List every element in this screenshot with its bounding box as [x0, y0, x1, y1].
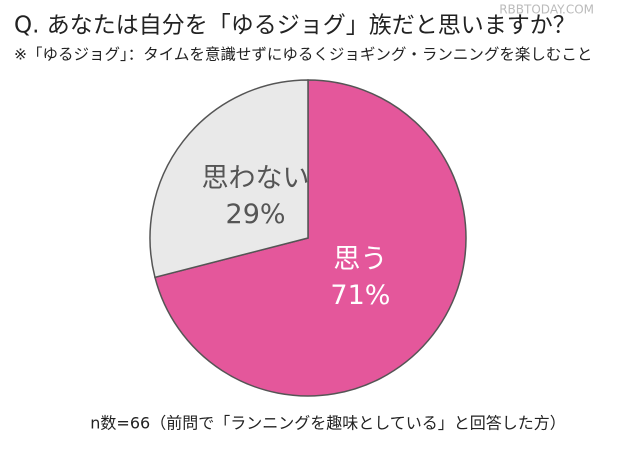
value-label: 71%: [330, 280, 390, 311]
chart-note: n数=66（前問で「ランニングを趣味としている」と回答した方）: [90, 414, 565, 433]
slice-label: 思わない: [202, 163, 310, 194]
chart-title: Q. あなたは自分を「ゆるジョグ」族だと思いますか？: [14, 13, 576, 39]
pie-slice: [154, 79, 467, 397]
pie-slice: [149, 79, 309, 279]
chart-subtitle: ※「ゆるジョグ」：タイムを意識せずにゆるくジョギング・ランニングを楽しむこと: [14, 45, 592, 64]
slice-label: 思う: [333, 244, 387, 275]
value-label: 29%: [226, 199, 286, 230]
watermark: RBBTODAY.COM: [499, 3, 594, 17]
